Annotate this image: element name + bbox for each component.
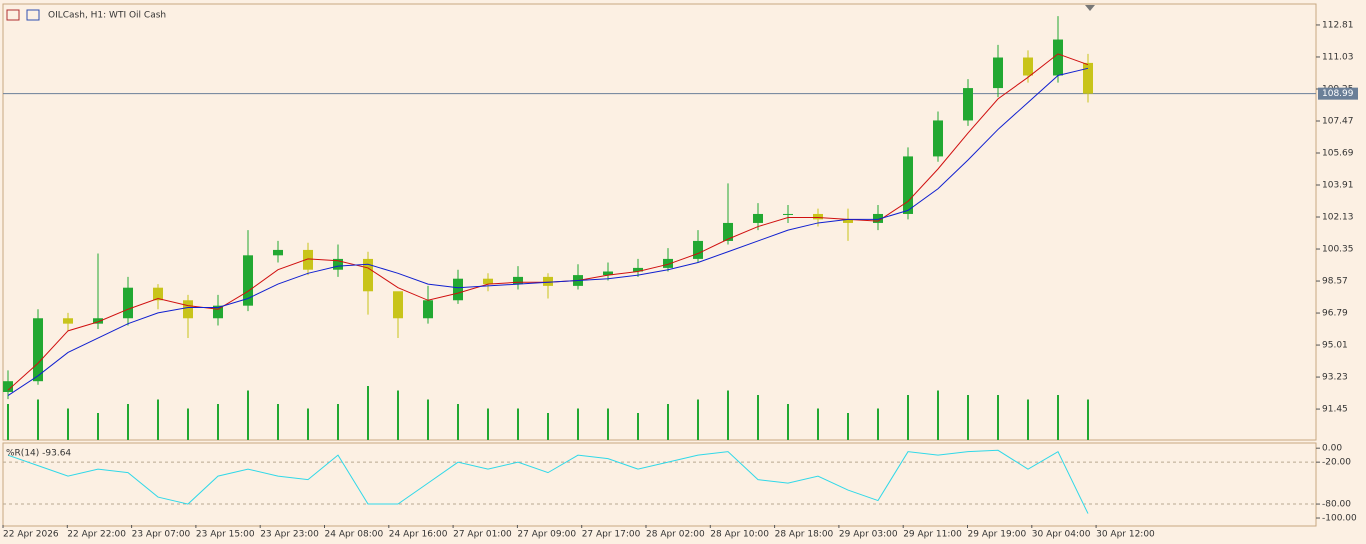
candle-body: [903, 156, 913, 214]
x-tick-label: 23 Apr 07:00: [132, 530, 191, 540]
candle-body: [693, 240, 703, 259]
moving-average: [7, 67, 1089, 397]
candle-body: [933, 120, 943, 157]
candle-body: [603, 271, 613, 276]
candle-body: [483, 278, 493, 285]
candle-body: [633, 267, 643, 272]
y-tick-label: 112.81: [1322, 20, 1354, 30]
x-tick-label: 22 Apr 22:00: [67, 530, 126, 540]
x-tick-label: 28 Apr 18:00: [775, 530, 834, 540]
candle-body: [213, 305, 223, 319]
candle-body: [1083, 62, 1093, 94]
candle-body: [303, 249, 313, 270]
candle-body: [1053, 39, 1063, 76]
x-tick-label: 27 Apr 17:00: [582, 530, 641, 540]
y-tick-label: 111.03: [1322, 52, 1354, 62]
x-tick-label: 22 Apr 2026: [3, 530, 59, 540]
y-tick-label: 102.13: [1322, 213, 1354, 223]
candle-body: [333, 258, 343, 270]
x-tick-label: 28 Apr 10:00: [710, 530, 769, 540]
x-tick-label: 24 Apr 16:00: [389, 530, 448, 540]
last-price-box: [1318, 87, 1358, 100]
x-tick-label: 23 Apr 15:00: [196, 530, 255, 540]
x-tick-label: 27 Apr 09:00: [517, 530, 576, 540]
x-tick-label: 30 Apr 04:00: [1032, 530, 1091, 540]
indicator-label: %R(14) -93.64: [6, 449, 71, 459]
y-tick-label: 105.69: [1322, 148, 1354, 158]
candle-body: [3, 381, 13, 392]
candle-body: [753, 213, 763, 223]
candle-body: [33, 318, 43, 382]
candle-body: [393, 291, 403, 319]
candle-body: [363, 258, 373, 292]
icon: [26, 9, 40, 21]
candle-body: [543, 276, 553, 286]
x-tick-label: 29 Apr 19:00: [968, 530, 1027, 540]
candle-body: [873, 213, 883, 223]
y-tick-label: 103.91: [1322, 181, 1354, 191]
x-tick-label: 28 Apr 02:00: [646, 530, 705, 540]
indicator-line: [7, 449, 1089, 514]
y-tick-label: -20.00: [1322, 458, 1351, 468]
x-tick-label: 24 Apr 08:00: [325, 530, 384, 540]
candle-body: [723, 222, 733, 241]
sub-frame: [2, 442, 1317, 527]
candle-body: [813, 213, 823, 220]
candle-body: [963, 88, 973, 121]
x-tick-label: 27 Apr 01:00: [453, 530, 512, 540]
moving-average: [7, 53, 1089, 391]
y-tick-label: 107.47: [1322, 116, 1354, 126]
x-tick-label: 29 Apr 11:00: [903, 530, 962, 540]
candle-body: [423, 300, 433, 319]
y-tick-label: 93.23: [1322, 373, 1348, 383]
y-tick-label: 98.57: [1322, 277, 1348, 287]
x-tick-label: 29 Apr 03:00: [839, 530, 898, 540]
main-frame: [2, 3, 1317, 441]
candle-body: [453, 278, 463, 301]
y-tick-label: 0.00: [1322, 444, 1342, 454]
candle-body: [663, 258, 673, 268]
candle-body: [273, 249, 283, 256]
y-tick-label: 95.01: [1322, 341, 1348, 351]
last-price-label: 108.99: [1322, 89, 1354, 99]
marker: [1085, 5, 1095, 11]
candle-body: [93, 318, 103, 324]
x-tick-label: 30 Apr 12:00: [1096, 530, 1155, 540]
y-tick-label: 91.45: [1322, 405, 1348, 415]
y-tick-label: -100.00: [1322, 514, 1357, 524]
x-tick-label: 23 Apr 23:00: [260, 530, 319, 540]
candle-body: [123, 287, 133, 319]
y-tick-label: 100.35: [1322, 245, 1354, 255]
y-tick-label: -80.00: [1322, 500, 1351, 510]
candle-body: [783, 213, 793, 215]
candle-body: [843, 219, 853, 223]
candle-body: [513, 276, 523, 285]
candle-body: [1023, 57, 1033, 76]
chart-title: OILCash, H1: WTI Oil Cash: [48, 11, 166, 21]
candle-body: [243, 255, 253, 306]
candle-body: [63, 318, 73, 324]
candle-body: [183, 300, 193, 319]
candle-body: [153, 287, 163, 301]
icon: [6, 9, 20, 21]
y-tick-label: 96.79: [1322, 309, 1348, 319]
candle-body: [993, 57, 1003, 89]
